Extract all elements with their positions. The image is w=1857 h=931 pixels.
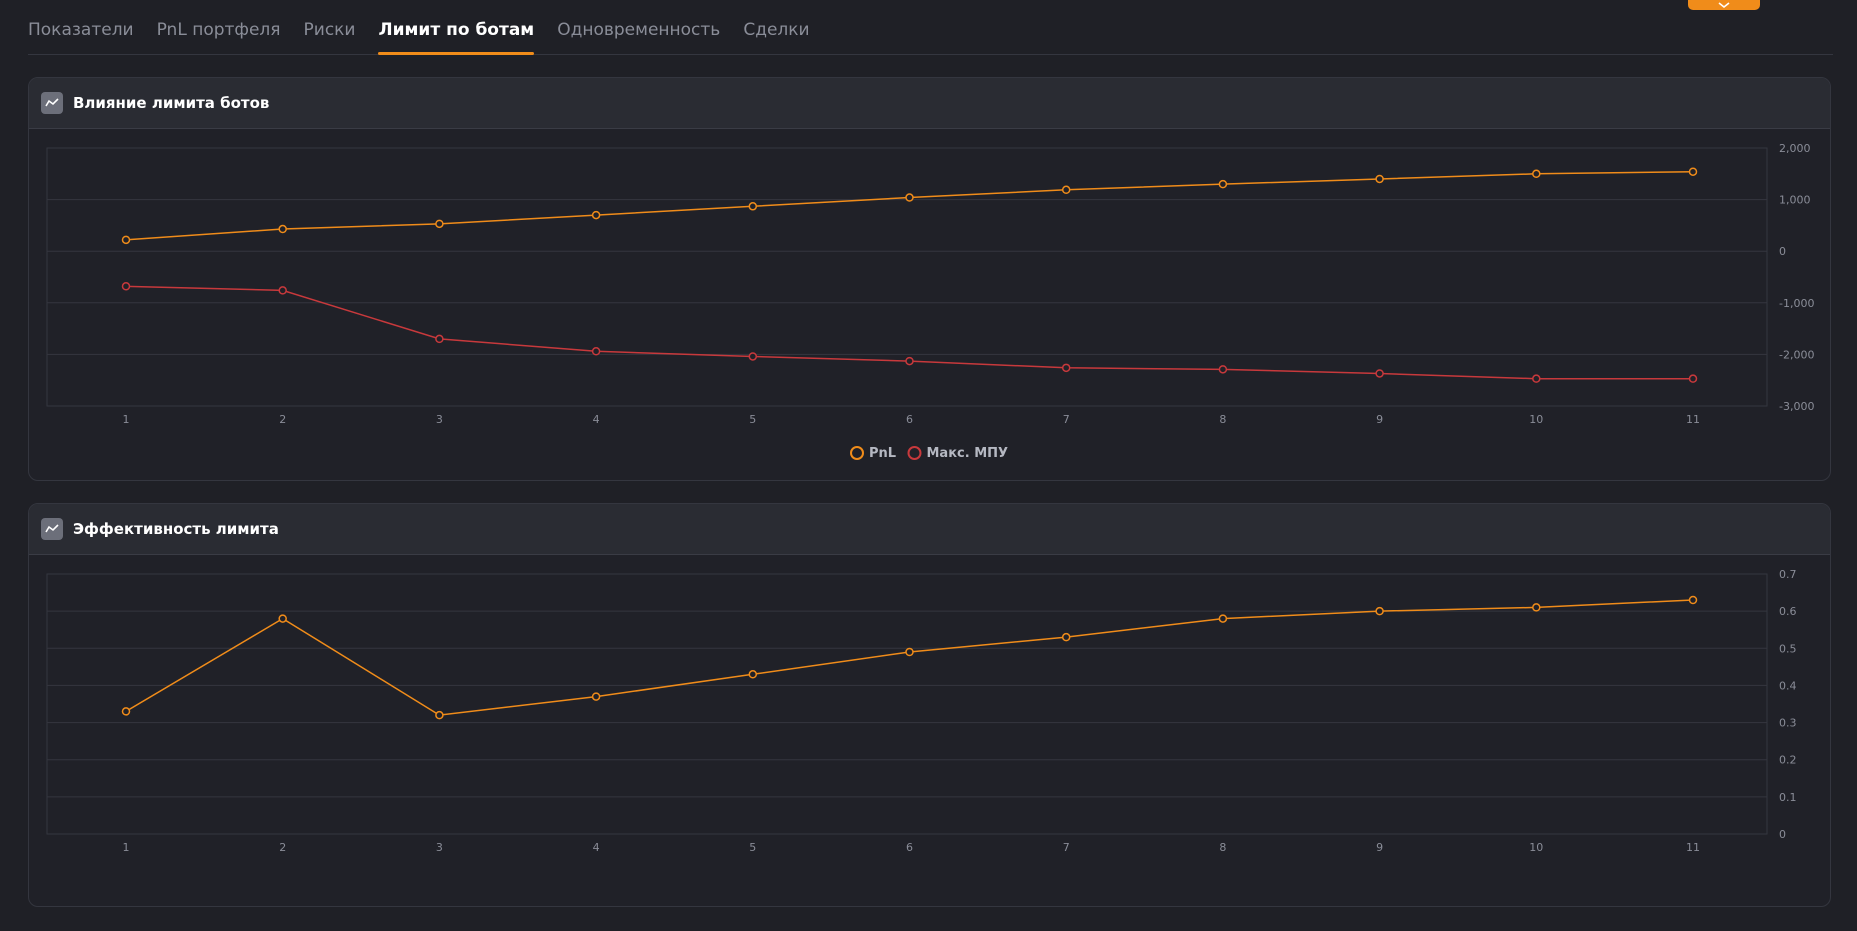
x-tick-label: 2	[279, 413, 286, 426]
data-point	[435, 334, 444, 344]
data-point	[278, 224, 287, 234]
data-point	[1375, 174, 1384, 184]
data-point	[1688, 374, 1698, 383]
line-chart-icon	[41, 92, 63, 114]
y-tick-label: 0.2	[1779, 754, 1797, 767]
y-tick-label: 0	[1779, 245, 1786, 258]
x-tick-label: 1	[123, 413, 130, 426]
x-tick-label: 8	[1219, 413, 1226, 426]
x-tick-label: 11	[1686, 413, 1700, 426]
y-tick-label: 0.5	[1779, 642, 1797, 655]
data-point	[905, 647, 914, 657]
data-point	[121, 235, 131, 245]
data-point	[1061, 632, 1071, 642]
data-point	[1061, 185, 1071, 195]
x-tick-label: 5	[749, 841, 756, 854]
panel-header: Влияние лимита ботов	[29, 78, 1830, 129]
limit-efficiency-panel: Эффективность лимита 0.7 0.6 0.5 0.4 0.3 0.2 0…	[28, 503, 1831, 907]
data-point	[121, 707, 131, 716]
x-tick-label: 6	[906, 413, 913, 426]
x-tick-label: 9	[1376, 413, 1383, 426]
y-tick-label: 0.1	[1779, 791, 1797, 804]
data-point	[435, 219, 444, 229]
legend-label: Макс. МПУ	[927, 446, 1009, 461]
y-tick-label: 0.6	[1779, 605, 1797, 618]
data-point	[1688, 595, 1698, 605]
data-point	[591, 210, 601, 220]
y-tick-label: 0.7	[1779, 568, 1797, 581]
data-point	[1218, 614, 1228, 623]
y-tick-label: 0	[1779, 828, 1786, 841]
y-tick-label: 0.4	[1779, 679, 1797, 692]
data-point	[1218, 179, 1228, 189]
y-tick-label: 2,000	[1779, 142, 1811, 155]
data-point	[591, 347, 601, 356]
legend-marker	[907, 446, 922, 460]
x-tick-label: 5	[749, 413, 756, 426]
tab-deals[interactable]: Сделки	[743, 20, 810, 40]
panel-title: Влияние лимита ботов	[73, 94, 270, 112]
line-chart-icon	[41, 518, 63, 540]
data-point	[1532, 603, 1541, 612]
x-tick-label: 6	[906, 841, 913, 854]
tab-portfolio-pnl[interactable]: PnL портфеля	[156, 20, 281, 40]
x-tick-label: 7	[1063, 841, 1070, 854]
legend-marker	[850, 446, 864, 460]
data-point	[748, 352, 758, 361]
series-line	[125, 170, 1694, 241]
x-tick-label: 1	[123, 841, 130, 854]
data-point	[1218, 365, 1228, 374]
y-tick-label: 0.3	[1779, 717, 1797, 730]
data-point	[435, 710, 444, 720]
data-point	[1375, 606, 1384, 616]
data-point	[748, 202, 758, 211]
x-tick-label: 9	[1376, 841, 1383, 854]
bot-limit-impact-panel: Влияние лимита ботов 2,000 1,000 0 -1,000 -2…	[28, 77, 1831, 481]
data-point	[1532, 169, 1541, 179]
plot-area-frame	[46, 147, 1768, 407]
series-line	[125, 599, 1694, 716]
x-tick-label: 3	[436, 413, 443, 426]
data-point	[905, 193, 914, 202]
plot-area-frame	[46, 573, 1768, 835]
panel-header: Эффективность лимита	[29, 504, 1830, 555]
panel-title: Эффективность лимита	[73, 520, 279, 538]
data-point	[905, 356, 914, 366]
data-point	[1061, 363, 1071, 373]
tab-bot-limit[interactable]: Лимит по ботам	[378, 20, 534, 55]
data-point	[1532, 374, 1541, 383]
data-point	[278, 286, 287, 295]
bot-limit-impact-chart: 2,000 1,000 0 -1,000 -2,000 -3,000 1 2 3 4 5 6 7 8 9 10…	[46, 142, 1814, 461]
data-point	[748, 670, 758, 679]
limit-efficiency-chart: 0.7 0.6 0.5 0.4 0.3 0.2 0.1 0 1 2 3 4 5 6 7 8 9 10 11	[46, 568, 1797, 854]
x-tick-label: 7	[1063, 413, 1070, 426]
x-tick-label: 3	[436, 841, 443, 854]
tab-bar: Показатели PnL портфеля Риски Лимит по б…	[28, 0, 1833, 55]
y-tick-label: 1,000	[1779, 194, 1811, 207]
legend-label: PnL	[869, 446, 896, 461]
y-tick-label: -1,000	[1779, 297, 1814, 310]
y-tick-label: -2,000	[1779, 348, 1814, 361]
tab-indicators[interactable]: Показатели	[28, 20, 134, 40]
x-tick-label: 11	[1686, 841, 1700, 854]
x-tick-label: 4	[593, 413, 600, 426]
x-tick-label: 10	[1529, 413, 1543, 426]
x-tick-label: 10	[1529, 841, 1543, 854]
y-tick-label: -3,000	[1779, 400, 1814, 413]
data-point	[278, 614, 287, 623]
legend: PnL Макс. МПУ	[850, 446, 1009, 461]
x-tick-label: 2	[279, 841, 286, 854]
collapse-toggle-button[interactable]	[1688, 0, 1760, 10]
data-point	[121, 282, 131, 291]
x-tick-label: 8	[1219, 841, 1226, 854]
tab-concurrency[interactable]: Одновременность	[557, 20, 721, 40]
tab-risks[interactable]: Риски	[303, 20, 356, 40]
chevron-down-icon	[1718, 1, 1730, 8]
data-point	[591, 692, 601, 701]
x-tick-label: 4	[593, 841, 600, 854]
data-point	[1375, 369, 1384, 378]
data-point	[1688, 167, 1698, 176]
